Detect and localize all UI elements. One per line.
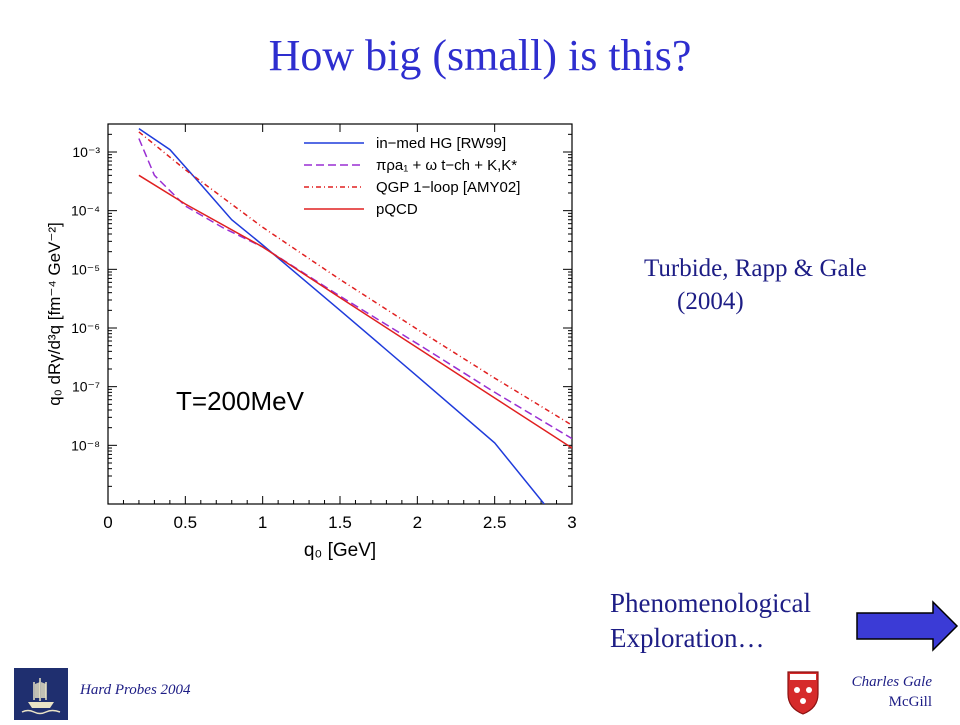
x-tick-label: 0 — [103, 513, 112, 532]
legend-label-1: in−med HG [RW99] — [376, 135, 506, 152]
x-tick-label: 0.5 — [174, 513, 198, 532]
series-line-4 — [138, 174, 572, 449]
series-line-3 — [138, 131, 572, 426]
x-tick-label: 1.5 — [328, 513, 352, 532]
y-tick-label: 10⁻⁸ — [71, 437, 100, 453]
x-axis-label: q₀ [GeV] — [304, 540, 376, 561]
y-tick-label: 10⁻⁷ — [72, 379, 100, 395]
x-tick-label: 2 — [413, 513, 422, 532]
y-tick-label: 10⁻⁴ — [71, 203, 100, 219]
author-block: Charles Gale McGill — [828, 672, 932, 712]
right-arrow-icon[interactable] — [855, 600, 959, 652]
photon-rate-chart: 0 0.5 1 1.5 2 2.5 3 10⁻⁸ 10⁻⁷ 10⁻⁶ 10⁻⁵ 10⁻⁴ 10⁻³ in… — [45, 123, 577, 561]
y-axis-label: q₀ dRγ/d³q [fm⁻⁴ GeV⁻²] — [45, 222, 64, 405]
author-name: Charles Gale — [851, 674, 932, 690]
mcgill-crest-icon — [787, 671, 819, 715]
conference-label: Hard Probes 2004 — [80, 682, 191, 698]
series-line-1 — [138, 127, 545, 504]
y-tick-label: 10⁻⁵ — [71, 261, 100, 277]
y-tick-label: 10⁻³ — [72, 144, 100, 160]
legend-label-4: pQCD — [376, 201, 418, 218]
y-tick-label: 10⁻⁶ — [71, 320, 100, 336]
legend-label-2: πρa₁ + ω t−ch + K,K* — [376, 157, 517, 174]
legend-label-3: QGP 1−loop [AMY02] — [376, 179, 520, 196]
reference-citation: Turbide, Rapp & Gale (2004) — [644, 252, 867, 318]
x-tick-label: 2.5 — [483, 513, 507, 532]
temperature-annotation: T=200MeV — [176, 386, 305, 416]
exploration-line-2: Exploration… — [610, 623, 765, 653]
x-tick-label: 3 — [567, 513, 576, 532]
ship-logo-icon — [14, 668, 68, 720]
author-institution: McGill — [888, 694, 932, 710]
x-tick-label: 1 — [258, 513, 267, 532]
exploration-caption: Phenomenological Exploration… — [610, 586, 811, 656]
reference-authors: Turbide, Rapp & Gale — [644, 255, 867, 282]
reference-year: (2004) — [677, 288, 744, 315]
exploration-line-1: Phenomenological — [610, 588, 811, 618]
slide-title: How big (small) is this? — [268, 31, 692, 80]
